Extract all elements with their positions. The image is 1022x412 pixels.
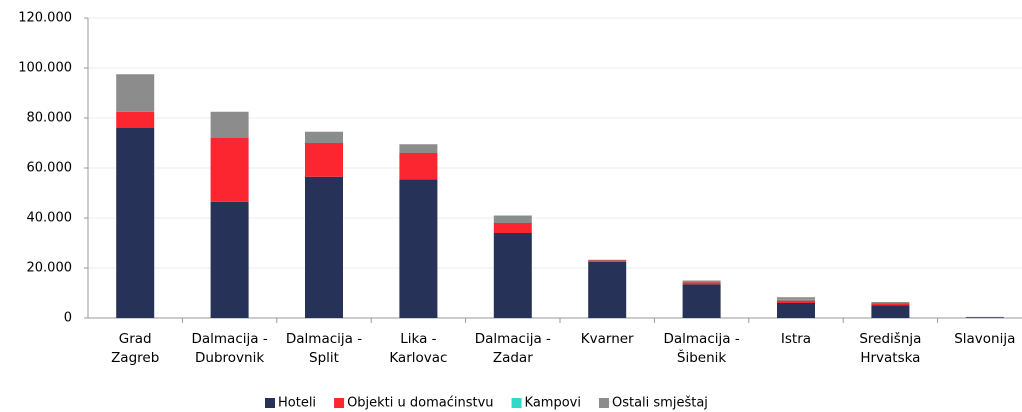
bar-segment — [116, 74, 155, 112]
x-tick-label: Slavonija — [954, 331, 1016, 347]
bar-segment — [777, 297, 815, 300]
legend-label: Kampovi — [525, 396, 581, 411]
x-tick-label: Grad Zagreb — [111, 331, 160, 366]
bar-segment — [210, 138, 249, 202]
bar-segment — [777, 300, 815, 303]
legend-label: Hoteli — [278, 396, 316, 411]
legend-label: Ostali smještaj — [612, 396, 708, 411]
bar-segment — [305, 131, 343, 143]
legend-swatch — [511, 398, 522, 408]
bar-segment — [116, 111, 155, 128]
x-tick-label: Dalmacija - Zadar — [474, 331, 551, 366]
bar-segment — [588, 261, 627, 318]
y-tick-label: 80.000 — [27, 111, 73, 126]
bar-segment — [305, 143, 343, 177]
bar-segment — [682, 284, 721, 318]
x-tick-label: Dalmacija - Šibenik — [663, 331, 740, 366]
legend-swatch — [598, 398, 609, 408]
bar-segment — [871, 303, 910, 306]
legend-label: Objekti u domaćinstvu — [347, 396, 493, 411]
bar-segment — [965, 317, 1004, 318]
bar-segment — [210, 201, 249, 318]
y-tick-label: 0 — [64, 311, 72, 326]
bar-segment — [210, 111, 249, 138]
bar-segment — [493, 233, 532, 318]
x-tick-label: Središnja Hrvatska — [859, 331, 922, 366]
y-tick-label: 120.000 — [18, 11, 72, 26]
bar-segment — [493, 223, 532, 233]
bar-segment — [777, 303, 815, 318]
x-tick-label: Kvarner — [580, 331, 634, 347]
x-tick-label: Dalmacija - Split — [285, 331, 363, 366]
bar-segment — [399, 144, 438, 153]
bar-segment — [588, 259, 627, 261]
y-tick-label: 40.000 — [27, 211, 73, 226]
x-tick-label: Dalmacija - Dubrovnik — [191, 331, 268, 366]
x-tick-label: Istra — [780, 331, 812, 347]
bar-segment — [116, 128, 155, 318]
bar-segment — [682, 282, 721, 285]
bar-segment — [399, 153, 438, 180]
bar-segment — [682, 280, 721, 283]
y-tick-label: 20.000 — [27, 261, 73, 276]
bar-segment — [777, 299, 815, 301]
bar-segment — [305, 176, 343, 318]
y-tick-label: 60.000 — [27, 161, 73, 176]
bar-segment — [493, 215, 532, 223]
bar-segment — [399, 179, 438, 318]
legend-swatch — [265, 398, 275, 408]
legend-swatch — [334, 398, 345, 408]
bar-segment — [871, 302, 910, 304]
bar-segment — [588, 260, 627, 262]
y-tick-label: 100.000 — [18, 61, 72, 76]
bar-segment — [871, 305, 910, 318]
x-tick-label: Lika - Karlovac — [389, 331, 448, 366]
